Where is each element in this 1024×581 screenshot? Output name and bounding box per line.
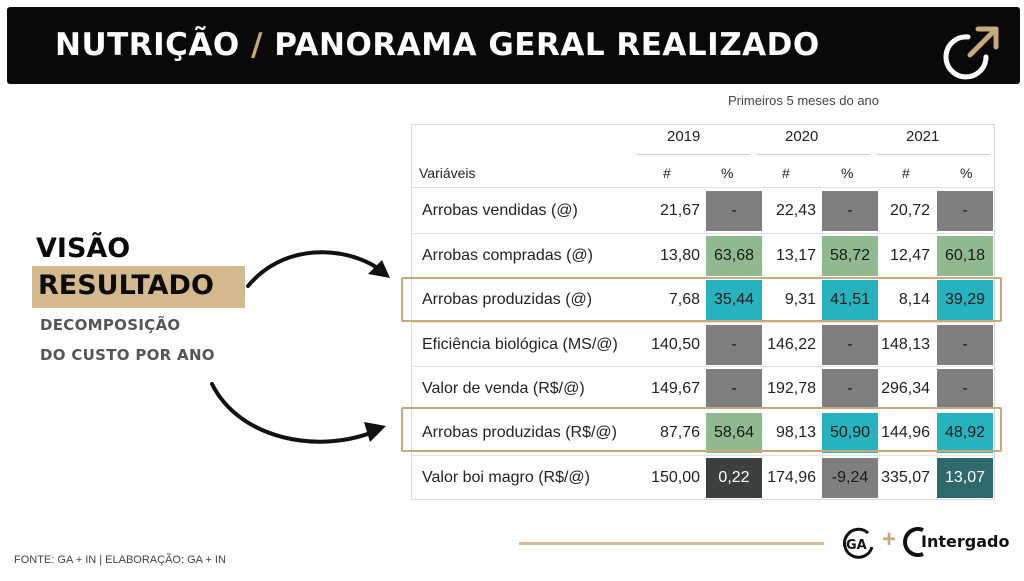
intergado-mark-icon: [903, 527, 924, 557]
percent-cell-2021: 13,07: [937, 458, 993, 498]
period-subtitle: Primeiros 5 meses do ano: [728, 93, 880, 108]
row-label: Valor de venda (R$/@): [422, 380, 585, 397]
title-slash: /: [251, 27, 263, 63]
resultado-heading: RESULTADO: [38, 270, 214, 301]
source-footer: FONTE: GA + IN | ELABORAÇÃO: GA + IN: [14, 554, 226, 566]
value-cell-2019: 21,67: [659, 202, 700, 219]
percent-cell-2021: 60,18: [937, 236, 993, 276]
arrowhead-bottom-icon: [364, 422, 386, 442]
value-cell-2020: 192,78: [767, 380, 816, 397]
variables-header: Variáveis: [419, 165, 476, 181]
year-rule: [757, 154, 870, 155]
curved-arrow-bottom-icon: [210, 382, 380, 444]
percent-cell-2021: 39,29: [937, 280, 993, 320]
title-part-1: NUTRIÇÃO: [55, 27, 240, 63]
year-header-2019: 2019: [667, 128, 701, 145]
year-rule: [877, 154, 990, 155]
visao-heading: VISÃO: [36, 233, 131, 264]
intergado-logo: Intergado: [921, 532, 1010, 551]
value-cell-2021: 296,34: [881, 380, 930, 397]
percent-cell-2020: -: [822, 191, 878, 231]
percent-cell-2021: -: [937, 325, 993, 365]
col-head-num: #: [782, 165, 790, 181]
highlight-row-arrobas-produzidas-rs: [401, 407, 1002, 452]
value-cell-2019: 150,00: [651, 469, 700, 486]
results-table: [411, 124, 995, 500]
value-cell-2021: 20,72: [889, 202, 930, 219]
percent-cell-2020: -: [822, 369, 878, 409]
col-head-pct: %: [841, 165, 854, 181]
value-cell-2021: 148,13: [881, 336, 930, 353]
value-cell-2019: 140,50: [651, 336, 700, 353]
curved-arrow-top-icon: [246, 250, 387, 288]
row-label: Valor boi magro (R$/@): [422, 469, 590, 486]
percent-cell-2021: 48,92: [937, 413, 993, 453]
value-cell-2019: 13,80: [659, 247, 700, 264]
percent-cell-2020: 41,51: [822, 280, 878, 320]
percent-cell-2021: -: [937, 191, 993, 231]
percent-cell-2019: -: [706, 369, 762, 409]
year-rule: [637, 154, 750, 155]
col-head-num: #: [902, 165, 910, 181]
decomposicao-label: DECOMPOSIÇÃO: [40, 316, 181, 334]
percent-cell-2020: 50,90: [822, 413, 878, 453]
value-cell-2020: 146,22: [767, 336, 816, 353]
percent-cell-2020: 58,72: [822, 236, 878, 276]
header-bar: NUTRIÇÃO / PANORAMA GERAL REALIZADO: [7, 7, 1020, 84]
row-label: Arrobas vendidas (@): [422, 202, 578, 219]
percent-cell-2021: -: [937, 369, 993, 409]
value-cell-2020: 98,13: [775, 424, 816, 441]
row-label: Arrobas produzidas (R$/@): [422, 424, 617, 441]
custo-por-ano-label: DO CUSTO POR ANO: [40, 346, 215, 364]
title-part-2: PANORAMA GERAL REALIZADO: [274, 27, 820, 63]
percent-cell-2020: -9,24: [822, 458, 878, 498]
row-label: Eficiência biológica (MS/@): [422, 336, 618, 353]
value-cell-2019: 87,76: [659, 424, 700, 441]
value-cell-2019: 149,67: [651, 380, 700, 397]
value-cell-2021: 8,14: [898, 291, 930, 308]
row-label: Arrobas produzidas (@): [422, 291, 593, 308]
row-divider: [412, 187, 994, 188]
value-cell-2021: 12,47: [889, 247, 930, 264]
percent-cell-2019: -: [706, 191, 762, 231]
year-header-2020: 2020: [785, 128, 819, 145]
col-head-pct: %: [721, 165, 734, 181]
value-cell-2020: 174,96: [767, 469, 816, 486]
footer-divider: [519, 542, 824, 545]
value-cell-2020: 13,17: [775, 247, 816, 264]
resultado-highlight: [32, 266, 245, 308]
arrow-up-right-circle-icon[interactable]: [942, 21, 1002, 81]
page-title: NUTRIÇÃO / PANORAMA GERAL REALIZADO: [55, 27, 820, 63]
ga-logo: GA: [843, 527, 874, 559]
arrowhead-top-icon: [368, 260, 390, 278]
plus-sign: +: [882, 526, 897, 553]
value-cell-2020: 22,43: [775, 202, 816, 219]
percent-cell-2019: -: [706, 325, 762, 365]
col-head-pct: %: [960, 165, 973, 181]
row-label: Arrobas compradas (@): [422, 247, 593, 264]
percent-cell-2019: 0,22: [706, 458, 762, 498]
percent-cell-2019: 58,64: [706, 413, 762, 453]
row-divider: [412, 366, 994, 367]
highlight-row-arrobas-produzidas: [401, 277, 1002, 322]
percent-cell-2019: 63,68: [706, 236, 762, 276]
value-cell-2021: 144,96: [881, 424, 930, 441]
percent-cell-2019: 35,44: [706, 280, 762, 320]
row-divider: [412, 322, 994, 323]
row-divider: [412, 455, 994, 456]
curved-arrows: [210, 250, 390, 444]
row-divider: [412, 233, 994, 234]
percent-cell-2020: -: [822, 325, 878, 365]
value-cell-2021: 335,07: [881, 469, 930, 486]
year-header-2021: 2021: [906, 128, 940, 145]
ga-logo-text: GA: [846, 538, 867, 553]
col-head-num: #: [663, 165, 671, 181]
value-cell-2019: 7,68: [668, 291, 700, 308]
value-cell-2020: 9,31: [784, 291, 816, 308]
